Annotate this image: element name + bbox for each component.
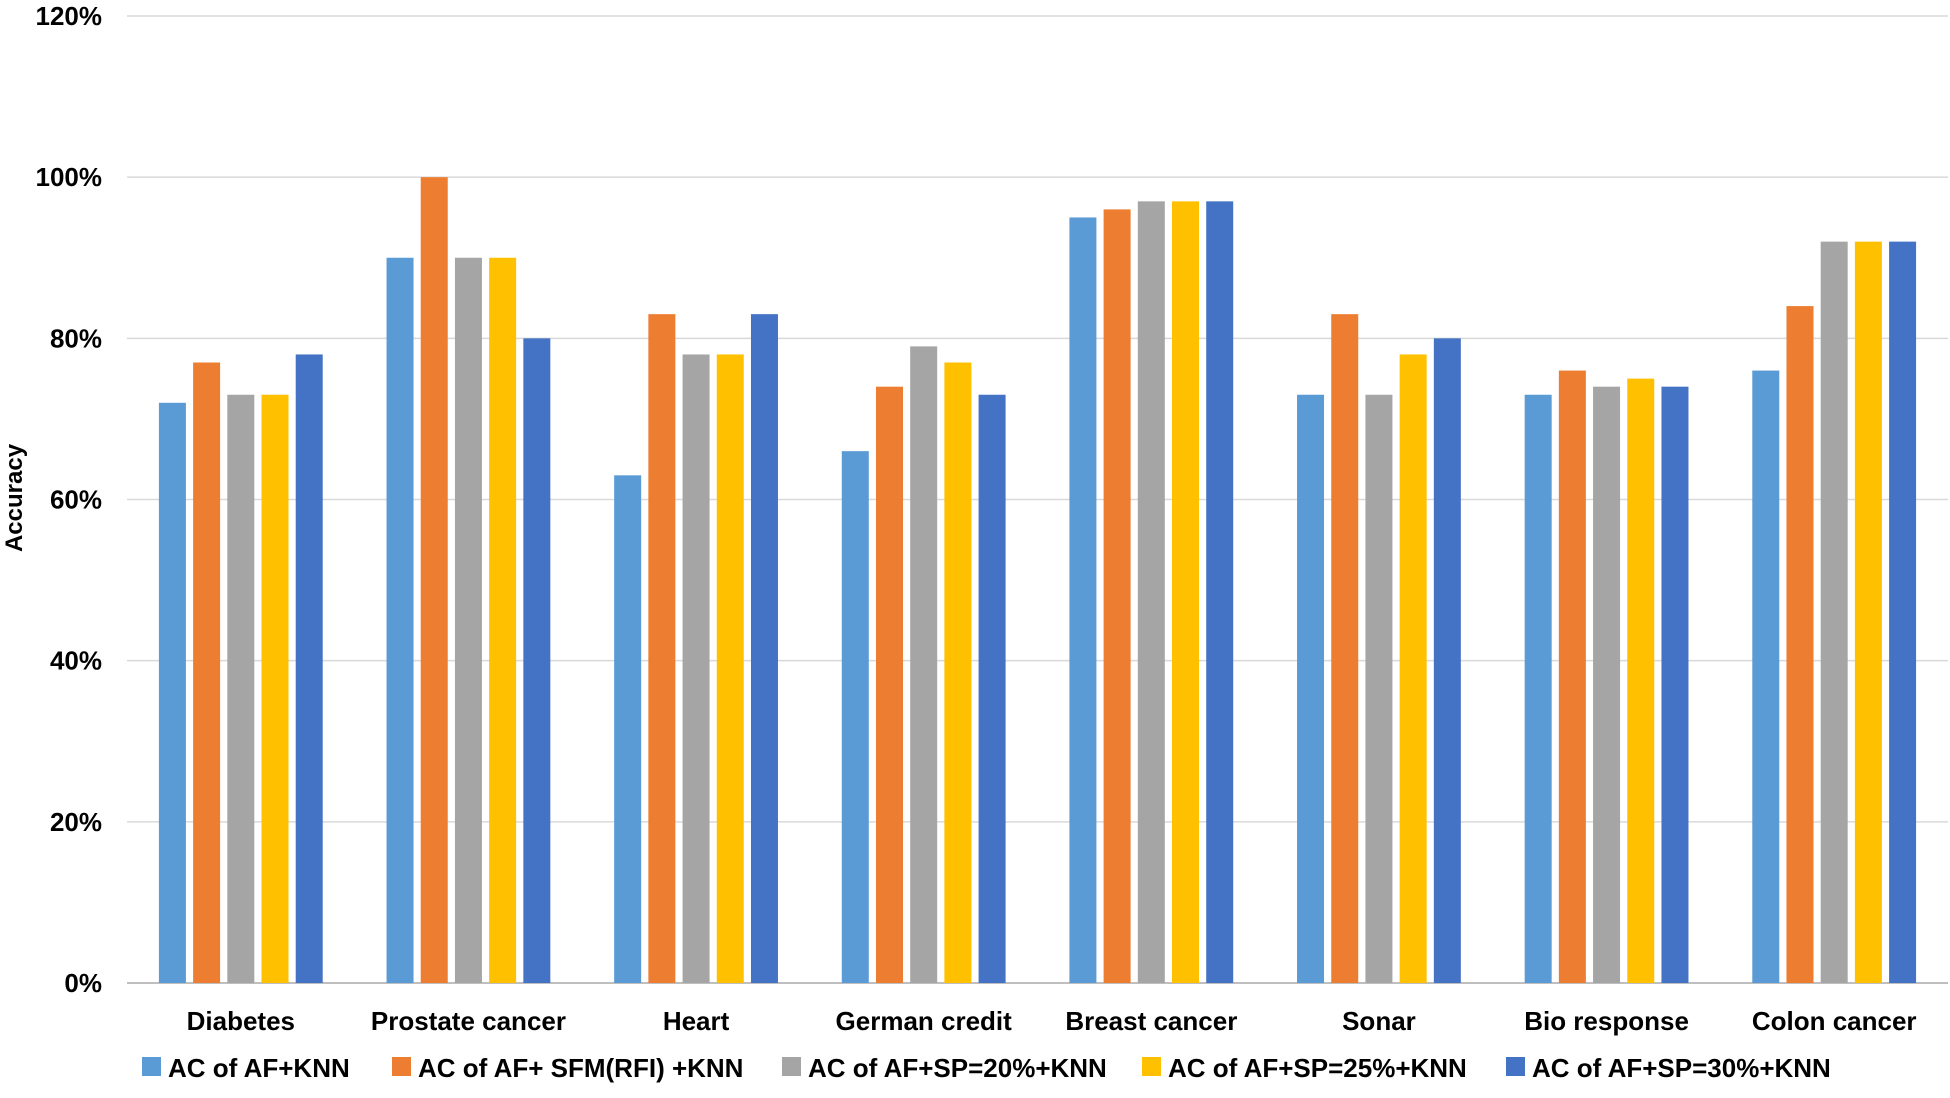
x-category-label: Diabetes bbox=[187, 1006, 295, 1036]
legend: AC of AF+KNN AC of AF+ SFM(RFI) +KNN AC of… bbox=[142, 1053, 1831, 1083]
bar bbox=[648, 314, 676, 983]
legend-swatch bbox=[782, 1057, 801, 1076]
bar bbox=[295, 354, 323, 983]
bar bbox=[1069, 217, 1097, 984]
legend-swatch bbox=[1142, 1057, 1161, 1076]
bar bbox=[1365, 394, 1393, 983]
bar bbox=[158, 402, 186, 983]
y-tick-label: 60% bbox=[50, 485, 102, 515]
bar bbox=[978, 394, 1006, 983]
bar bbox=[750, 314, 778, 983]
legend-swatch bbox=[142, 1057, 161, 1076]
bar bbox=[386, 257, 414, 983]
bar bbox=[1627, 378, 1655, 983]
bar bbox=[1331, 314, 1359, 983]
bars bbox=[158, 177, 1917, 984]
x-category-label: Sonar bbox=[1342, 1006, 1416, 1036]
bar bbox=[1558, 370, 1586, 984]
y-tick-label: 0% bbox=[64, 968, 102, 998]
bar bbox=[420, 177, 448, 983]
bar bbox=[841, 451, 869, 983]
bar bbox=[1172, 201, 1200, 983]
bar bbox=[1206, 201, 1234, 983]
x-category-label: Colon cancer bbox=[1752, 1006, 1917, 1036]
y-tick-label: 80% bbox=[50, 323, 102, 353]
y-tick-label: 100% bbox=[36, 162, 103, 192]
legend-swatch bbox=[1506, 1057, 1525, 1076]
legend-item: AC of AF+SP=25%+KNN bbox=[1142, 1053, 1467, 1083]
x-category-label: Heart bbox=[663, 1006, 730, 1036]
legend-swatch bbox=[392, 1057, 411, 1076]
bar bbox=[1433, 338, 1461, 983]
bar bbox=[1854, 241, 1882, 984]
bar bbox=[193, 362, 221, 984]
bar bbox=[1524, 394, 1552, 983]
bar bbox=[944, 362, 972, 984]
x-category-label: German credit bbox=[836, 1006, 1013, 1036]
bar bbox=[1297, 394, 1325, 983]
bar bbox=[1137, 201, 1165, 983]
y-axis-label: Accuracy bbox=[1, 443, 28, 552]
bar bbox=[875, 386, 903, 983]
bar bbox=[1820, 241, 1848, 984]
bar bbox=[1752, 370, 1780, 984]
legend-label: AC of AF+SP=25%+KNN bbox=[1168, 1053, 1467, 1083]
x-axis-categories: Diabetes Prostate cancer Heart German credi… bbox=[187, 1006, 1917, 1036]
bar bbox=[1889, 241, 1917, 984]
y-tick-label: 40% bbox=[50, 646, 102, 676]
bar bbox=[716, 354, 744, 983]
bar bbox=[682, 354, 710, 983]
y-tick-label: 20% bbox=[50, 807, 102, 837]
legend-item: AC of AF+ SFM(RFI) +KNN bbox=[392, 1053, 743, 1083]
legend-item: AC of AF+SP=30%+KNN bbox=[1506, 1053, 1831, 1083]
bar bbox=[1399, 354, 1427, 983]
legend-label: AC of AF+SP=30%+KNN bbox=[1532, 1053, 1831, 1083]
bar bbox=[523, 338, 551, 983]
legend-item: AC of AF+KNN bbox=[142, 1053, 350, 1083]
legend-label: AC of AF+KNN bbox=[168, 1053, 350, 1083]
bar bbox=[227, 394, 255, 983]
bar bbox=[1103, 209, 1131, 983]
bar bbox=[1786, 306, 1814, 984]
y-tick-label: 120% bbox=[36, 1, 103, 31]
bar bbox=[1593, 386, 1621, 983]
x-category-label: Prostate cancer bbox=[371, 1006, 566, 1036]
bar bbox=[1661, 386, 1689, 983]
x-category-label: Bio response bbox=[1524, 1006, 1689, 1036]
legend-label: AC of AF+ SFM(RFI) +KNN bbox=[418, 1053, 743, 1083]
legend-item: AC of AF+SP=20%+KNN bbox=[782, 1053, 1107, 1083]
x-category-label: Breast cancer bbox=[1065, 1006, 1237, 1036]
y-axis-ticks: 0% 20% 40% 60% 80% 100% 120% bbox=[36, 1, 103, 998]
bar bbox=[261, 394, 289, 983]
bar bbox=[614, 475, 642, 983]
bar bbox=[454, 257, 482, 983]
bar bbox=[489, 257, 517, 983]
legend-label: AC of AF+SP=20%+KNN bbox=[808, 1053, 1107, 1083]
bar bbox=[910, 346, 938, 983]
